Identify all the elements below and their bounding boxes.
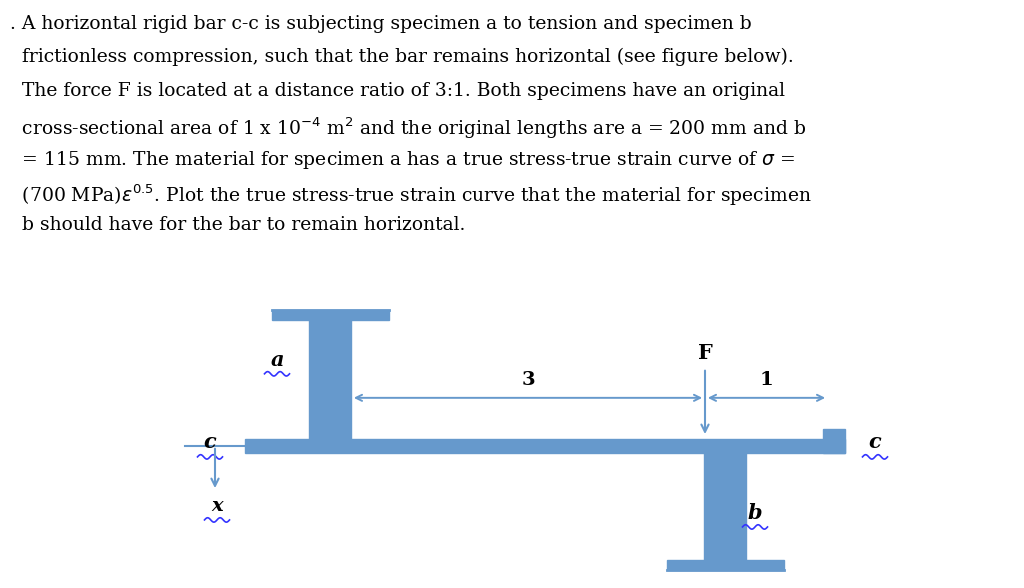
Text: (700 MPa)$\varepsilon^{0.5}$. Plot the true stress-true strain curve that the ma: (700 MPa)$\varepsilon^{0.5}$. Plot the t… — [10, 182, 812, 208]
Text: 1: 1 — [760, 371, 773, 389]
Text: 3: 3 — [521, 371, 535, 389]
Text: = 115 mm. The material for specimen a has a true stress-true strain curve of $\s: = 115 mm. The material for specimen a ha… — [10, 149, 795, 171]
Text: b should have for the bar to remain horizontal.: b should have for the bar to remain hori… — [10, 216, 466, 234]
Text: F: F — [697, 343, 713, 363]
Text: The force F is located at a distance ratio of 3:1. Both specimens have an origin: The force F is located at a distance rat… — [10, 82, 785, 100]
Text: c: c — [204, 432, 216, 452]
Bar — [667, 560, 783, 570]
Text: x: x — [211, 497, 223, 515]
Bar — [271, 310, 388, 320]
Text: . A horizontal rigid bar c-c is subjecting specimen a to tension and specimen b: . A horizontal rigid bar c-c is subjecti… — [10, 15, 752, 33]
Bar — [309, 320, 351, 439]
Text: a: a — [270, 350, 284, 370]
Text: frictionless compression, such that the bar remains horizontal (see figure below: frictionless compression, such that the … — [10, 48, 794, 66]
Text: b: b — [748, 503, 762, 523]
Bar — [705, 453, 746, 560]
Bar — [245, 439, 845, 453]
Bar — [823, 429, 845, 453]
Text: cross-sectional area of 1 x 10$^{-4}$ m$^2$ and the original lengths are a = 200: cross-sectional area of 1 x 10$^{-4}$ m$… — [10, 115, 807, 141]
Text: c: c — [868, 432, 882, 452]
